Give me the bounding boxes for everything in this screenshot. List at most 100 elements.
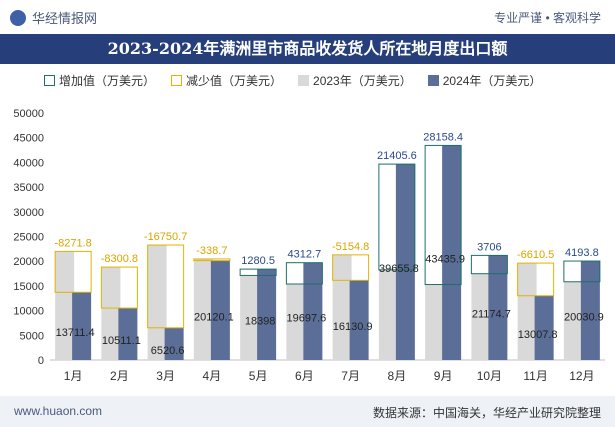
bar-2023 [425,284,445,360]
y-tick-label: 25000 [13,232,44,244]
legend-swatch-2024 [427,75,439,86]
x-tick-label: 8月 [388,369,407,383]
chart-legend: 增加值（万美元） 减少值（万美元） 2023年（万美元） 2024年（万美元） [44,72,541,89]
value-label-2024: 20120.1 [194,311,234,323]
x-tick-label: 5月 [249,369,268,383]
bar-2024 [72,292,92,360]
decrease-box [147,244,185,329]
y-tick-label: 0 [38,355,44,367]
legend-label-decrease: 减少值（万美元） [186,74,283,88]
bar-2024 [164,327,184,360]
x-tick-label: 9月 [434,369,453,383]
change-label: -338.7 [196,245,227,257]
brand-logo-icon [10,9,26,26]
value-label-2024: 39655.8 [379,263,419,275]
brand-name: 华经情报网 [32,11,98,26]
bar-2023 [240,275,260,360]
value-label-2024: 43435.9 [425,254,465,266]
bar-2024 [395,164,415,360]
x-tick-label: 7月 [341,369,360,383]
bar-2024 [580,261,600,360]
top-bar: 华经情报网 专业严谨 • 客观科学 [0,0,615,34]
legend-item-increase: 增加值（万美元） [44,72,155,89]
tagline: 专业严谨 • 客观科学 [494,11,601,25]
change-label: 1280.5 [241,255,275,267]
bar-chart: 0 5000 10000 15000 20000 25000 30000 35000 40000… [13,108,605,383]
bar-2023 [193,258,213,360]
y-tick-label: 20000 [13,256,44,268]
x-tick-label: 11月 [523,369,547,383]
decrease-box [193,258,231,262]
change-label: -6610.5 [517,249,554,261]
value-label-2024: 16130.9 [333,321,373,333]
change-label: 21405.6 [377,150,417,162]
change-label: -5154.8 [332,241,369,253]
y-tick-label: 50000 [13,108,44,120]
y-tick-label: 40000 [13,157,44,169]
legend-item-2023: 2023年（万美元） [298,72,412,89]
bar-2024 [257,269,277,360]
bar-2024 [534,295,554,360]
y-tick-label: 5000 [20,330,44,342]
legend-item-2024: 2024年（万美元） [427,72,542,89]
footer: www.huaon.com 数据来源：中国海关，华经产业研究院整理 [0,396,615,427]
x-tick-label: 10月 [477,369,502,383]
footer-site: www.huaon.com [14,404,103,418]
change-label: 3706 [477,241,501,253]
bar-2023 [517,263,537,360]
bar-2024 [349,280,369,360]
bar-2023 [101,267,121,360]
change-label: -8271.8 [54,237,91,249]
increase-box [563,260,601,283]
value-label-2024: 6520.6 [151,345,185,357]
decrease-box [517,262,555,297]
y-tick-label: 35000 [13,182,44,194]
legend-label-2024: 2024年（万美元） [442,74,542,88]
legend-item-decrease: 减少值（万美元） [171,72,282,89]
decrease-box [100,266,138,309]
increase-box [424,144,462,286]
chart-title: 2023-2024年满洲里市商品收发货人所在地月度出口额 [0,34,615,64]
change-label: 4193.8 [565,247,599,259]
decrease-box [54,250,92,293]
bar-2024 [118,308,138,360]
change-label: -16750.7 [144,231,187,243]
bar-2023 [563,281,583,360]
legend-swatch-decrease [171,75,183,86]
bar-2024 [303,262,323,360]
brand: 华经情报网 [10,8,97,27]
change-label: 28158.4 [423,131,463,143]
y-tick-label: 15000 [13,281,44,293]
bar-2024 [210,260,230,360]
increase-box [378,163,416,271]
value-label-2024: 10511.1 [102,335,141,347]
legend-swatch-increase [44,75,55,86]
x-tick-label: 1月 [64,369,83,383]
value-label-2024: 13007.8 [518,329,558,341]
bar-2023 [332,254,352,360]
decrease-box [332,254,370,281]
x-tick-label: 2月 [110,369,129,383]
bar-2023 [55,251,75,360]
x-tick-label: 4月 [203,369,222,383]
y-tick-label: 30000 [13,207,44,219]
bar-2023 [378,269,398,360]
bar-2023 [147,245,167,360]
bar-2024 [488,255,508,360]
x-tick-label: 3月 [156,369,175,383]
increase-box [470,254,508,275]
bar-2024 [442,145,462,360]
value-label-2024: 19697.6 [286,312,326,324]
value-label-2024: 18398 [245,316,276,328]
legend-label-2023: 2023年（万美元） [313,74,412,88]
value-label-2024: 13711.4 [56,327,95,339]
legend-swatch-2023 [298,75,310,86]
increase-box [239,268,277,276]
y-tick-label: 10000 [13,306,44,318]
increase-box [285,262,323,285]
legend-label-increase: 增加值（万美元） [59,74,156,88]
value-label-2024: 20030.9 [564,312,604,324]
change-label: -8300.8 [101,253,138,265]
change-label: 4312.7 [288,249,322,261]
x-tick-label: 12月 [569,369,594,383]
